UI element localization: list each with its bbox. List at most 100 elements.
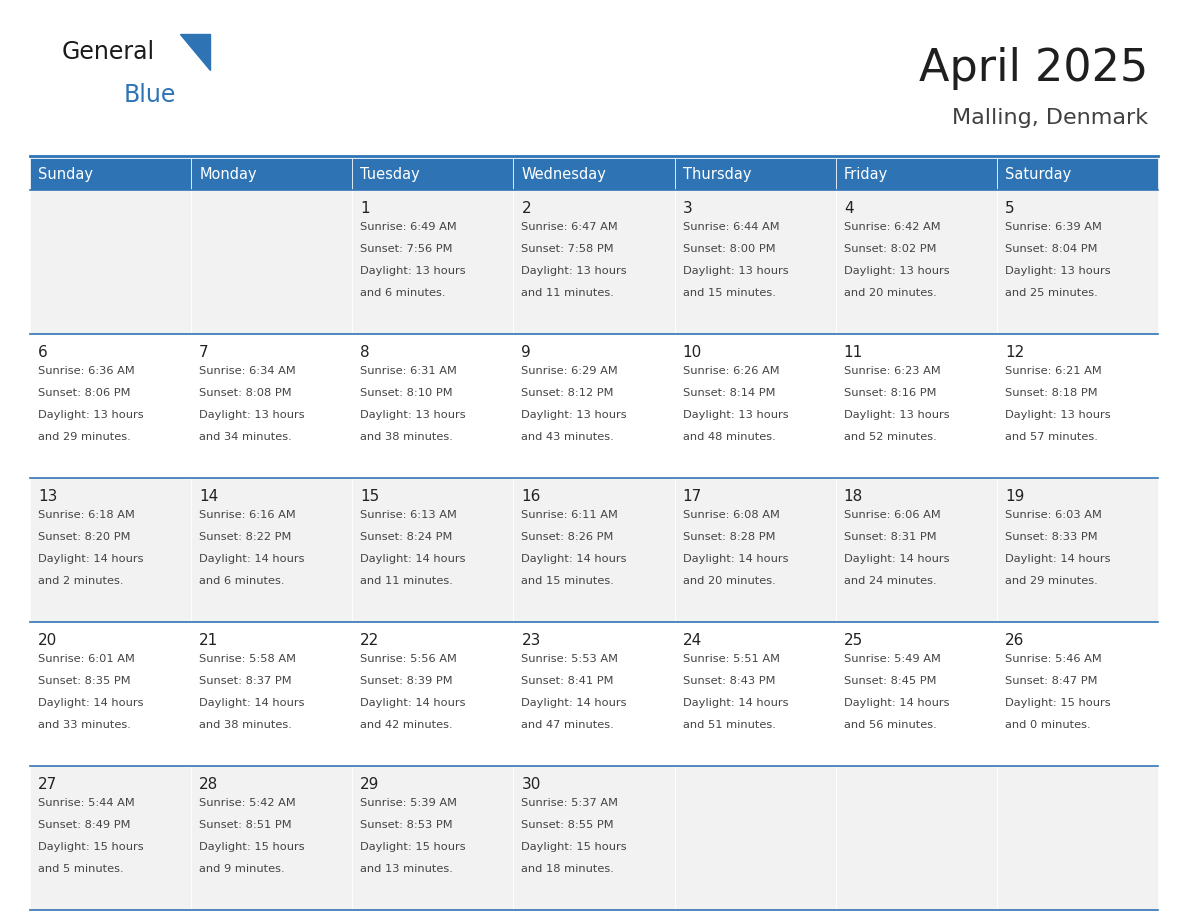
Text: Daylight: 14 hours: Daylight: 14 hours xyxy=(360,699,466,708)
Text: Daylight: 14 hours: Daylight: 14 hours xyxy=(843,699,949,708)
Text: Daylight: 13 hours: Daylight: 13 hours xyxy=(360,410,466,420)
Bar xyxy=(675,622,835,766)
Text: and 11 minutes.: and 11 minutes. xyxy=(522,288,614,298)
Text: and 47 minutes.: and 47 minutes. xyxy=(522,721,614,731)
Text: Daylight: 14 hours: Daylight: 14 hours xyxy=(360,554,466,565)
Text: Sunset: 8:51 PM: Sunset: 8:51 PM xyxy=(200,820,292,830)
Text: 22: 22 xyxy=(360,633,380,647)
Bar xyxy=(30,190,191,334)
Text: Daylight: 14 hours: Daylight: 14 hours xyxy=(38,699,144,708)
Text: Daylight: 14 hours: Daylight: 14 hours xyxy=(38,554,144,565)
Text: and 34 minutes.: and 34 minutes. xyxy=(200,432,292,442)
Text: and 29 minutes.: and 29 minutes. xyxy=(38,432,131,442)
Text: and 15 minutes.: and 15 minutes. xyxy=(683,288,776,298)
Text: Sunrise: 6:31 AM: Sunrise: 6:31 AM xyxy=(360,365,457,375)
Bar xyxy=(835,334,997,478)
Text: Sunset: 8:24 PM: Sunset: 8:24 PM xyxy=(360,532,453,542)
Text: Daylight: 13 hours: Daylight: 13 hours xyxy=(843,266,949,276)
Text: Sunrise: 5:49 AM: Sunrise: 5:49 AM xyxy=(843,654,941,664)
Text: Friday: Friday xyxy=(843,166,887,182)
Text: Sunset: 8:08 PM: Sunset: 8:08 PM xyxy=(200,388,292,397)
Text: Sunrise: 6:03 AM: Sunrise: 6:03 AM xyxy=(1005,509,1101,520)
Text: 14: 14 xyxy=(200,488,219,504)
Bar xyxy=(835,158,997,190)
Text: and 11 minutes.: and 11 minutes. xyxy=(360,577,453,587)
Text: Sunrise: 5:42 AM: Sunrise: 5:42 AM xyxy=(200,798,296,808)
Text: 24: 24 xyxy=(683,633,702,647)
Text: Daylight: 13 hours: Daylight: 13 hours xyxy=(683,266,789,276)
Text: Daylight: 14 hours: Daylight: 14 hours xyxy=(200,554,304,565)
Text: and 42 minutes.: and 42 minutes. xyxy=(360,721,453,731)
Text: 10: 10 xyxy=(683,344,702,360)
Text: Daylight: 14 hours: Daylight: 14 hours xyxy=(683,699,788,708)
Text: Daylight: 13 hours: Daylight: 13 hours xyxy=(38,410,144,420)
Text: 5: 5 xyxy=(1005,201,1015,216)
Text: Sunrise: 6:08 AM: Sunrise: 6:08 AM xyxy=(683,509,779,520)
Bar xyxy=(513,622,675,766)
Bar xyxy=(191,478,353,622)
Text: Sunday: Sunday xyxy=(38,166,93,182)
Text: and 48 minutes.: and 48 minutes. xyxy=(683,432,776,442)
Text: Sunrise: 6:29 AM: Sunrise: 6:29 AM xyxy=(522,365,618,375)
Text: and 20 minutes.: and 20 minutes. xyxy=(683,577,776,587)
Bar xyxy=(675,158,835,190)
Text: Malling, Denmark: Malling, Denmark xyxy=(952,108,1148,128)
Bar xyxy=(353,334,513,478)
Bar xyxy=(675,766,835,910)
Text: 20: 20 xyxy=(38,633,57,647)
Text: Sunrise: 5:51 AM: Sunrise: 5:51 AM xyxy=(683,654,779,664)
Text: and 38 minutes.: and 38 minutes. xyxy=(200,721,292,731)
Text: and 38 minutes.: and 38 minutes. xyxy=(360,432,453,442)
Text: Daylight: 15 hours: Daylight: 15 hours xyxy=(522,842,627,852)
Text: and 13 minutes.: and 13 minutes. xyxy=(360,865,453,875)
Text: Sunset: 8:26 PM: Sunset: 8:26 PM xyxy=(522,532,614,542)
Text: Daylight: 13 hours: Daylight: 13 hours xyxy=(522,266,627,276)
Text: 28: 28 xyxy=(200,777,219,791)
Text: Sunset: 8:14 PM: Sunset: 8:14 PM xyxy=(683,388,775,397)
Bar xyxy=(997,190,1158,334)
Text: Sunrise: 5:53 AM: Sunrise: 5:53 AM xyxy=(522,654,619,664)
Text: Sunset: 8:35 PM: Sunset: 8:35 PM xyxy=(38,676,131,686)
Bar xyxy=(353,478,513,622)
Text: and 52 minutes.: and 52 minutes. xyxy=(843,432,936,442)
Text: Sunrise: 6:49 AM: Sunrise: 6:49 AM xyxy=(360,221,457,231)
Text: Sunset: 8:22 PM: Sunset: 8:22 PM xyxy=(200,532,291,542)
Bar xyxy=(835,190,997,334)
Text: Sunset: 8:10 PM: Sunset: 8:10 PM xyxy=(360,388,453,397)
Text: 23: 23 xyxy=(522,633,541,647)
Text: Sunrise: 5:44 AM: Sunrise: 5:44 AM xyxy=(38,798,134,808)
Bar xyxy=(30,478,191,622)
Bar xyxy=(353,622,513,766)
Text: Sunset: 8:20 PM: Sunset: 8:20 PM xyxy=(38,532,131,542)
Text: 8: 8 xyxy=(360,344,369,360)
Bar xyxy=(997,766,1158,910)
Bar xyxy=(191,622,353,766)
Text: Sunset: 8:39 PM: Sunset: 8:39 PM xyxy=(360,676,453,686)
Bar xyxy=(835,766,997,910)
Bar xyxy=(675,334,835,478)
Text: Sunrise: 6:01 AM: Sunrise: 6:01 AM xyxy=(38,654,135,664)
Text: 13: 13 xyxy=(38,488,57,504)
Text: and 24 minutes.: and 24 minutes. xyxy=(843,577,936,587)
Text: 19: 19 xyxy=(1005,488,1024,504)
Text: Daylight: 15 hours: Daylight: 15 hours xyxy=(38,842,144,852)
Bar xyxy=(353,190,513,334)
Text: 11: 11 xyxy=(843,344,862,360)
Text: General: General xyxy=(62,40,156,64)
Text: 2: 2 xyxy=(522,201,531,216)
Text: April 2025: April 2025 xyxy=(918,47,1148,89)
Text: Sunrise: 6:18 AM: Sunrise: 6:18 AM xyxy=(38,509,135,520)
Text: and 9 minutes.: and 9 minutes. xyxy=(200,865,285,875)
Text: Sunset: 8:41 PM: Sunset: 8:41 PM xyxy=(522,676,614,686)
Text: Sunrise: 6:36 AM: Sunrise: 6:36 AM xyxy=(38,365,134,375)
Bar xyxy=(191,334,353,478)
Text: Monday: Monday xyxy=(200,166,257,182)
Text: Daylight: 14 hours: Daylight: 14 hours xyxy=(683,554,788,565)
Text: Sunrise: 5:37 AM: Sunrise: 5:37 AM xyxy=(522,798,619,808)
Text: and 15 minutes.: and 15 minutes. xyxy=(522,577,614,587)
Text: 4: 4 xyxy=(843,201,853,216)
Bar xyxy=(997,622,1158,766)
Text: Daylight: 13 hours: Daylight: 13 hours xyxy=(360,266,466,276)
Text: Sunrise: 6:06 AM: Sunrise: 6:06 AM xyxy=(843,509,941,520)
Text: Sunrise: 6:26 AM: Sunrise: 6:26 AM xyxy=(683,365,779,375)
